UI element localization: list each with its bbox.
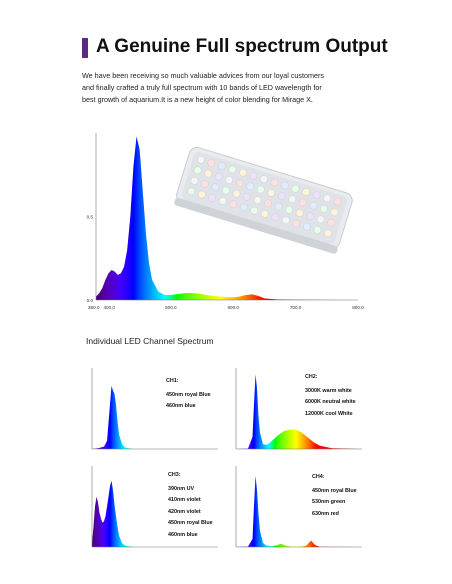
channel-led-label: 12000K cool White (305, 410, 353, 417)
intro-paragraph: We have been receiving so much valuable … (82, 70, 382, 106)
full-spectrum-chart: 380.0 400.0 500.0 600.0 700.0 800.0 0.0 0.5 (87, 133, 364, 310)
title-accent-bar (82, 38, 88, 58)
channel-led-label: 6000K neutral white (305, 399, 356, 405)
channel-name: CH4: (312, 474, 325, 480)
spectrum-area (96, 136, 358, 300)
spectrum-area (236, 374, 362, 449)
channel-1-chart (91, 368, 218, 450)
channel-led-label: 460nm blue (168, 531, 198, 538)
y-tick-label: 0.0 (87, 298, 94, 303)
channel-led-label: 460nm blue (166, 403, 196, 409)
intro-line: We have been receiving so much valuable … (82, 71, 324, 80)
page-title: A Genuine Full spectrum Output (96, 36, 388, 57)
x-tick-label: 600.0 (227, 305, 239, 310)
channel-led-label: 410nm violet (168, 497, 201, 503)
channel-name: CH1: (166, 378, 179, 384)
x-tick-label: 500.0 (165, 305, 177, 310)
channel-name: CH2: (305, 374, 318, 380)
channel-4-chart (235, 466, 362, 548)
channel-2-chart (235, 368, 362, 450)
y-tick-label: 0.5 (87, 215, 94, 220)
channel-led-label: 450nm royal Blue (312, 487, 357, 494)
channel-led-label: 3000K warm white (305, 387, 352, 394)
x-tick-label: 380.0 (88, 305, 100, 310)
channel-led-label: 450nm royal Blue (166, 391, 211, 398)
x-tick-label: 800.0 (352, 305, 364, 310)
x-tick-label: 400.0 (103, 305, 115, 310)
channel-led-label: 420nm violet (168, 508, 201, 515)
intro-line: and finally crafted a truly full spectru… (82, 83, 322, 92)
intro-line: best growth of aquarium.It is a new heig… (82, 95, 313, 104)
channel-led-label: 390nm UV (168, 485, 195, 492)
led-fixture-illustration (174, 146, 353, 254)
channel-1-labels: CH1: 450nm royal Blue 460nm blue (166, 376, 211, 413)
channel-3-labels: CH3: 390nm UV 410nm violet 420nm violet 450n… (168, 470, 213, 541)
channel-3-chart (91, 466, 218, 548)
channel-4-labels: CH4: 450nm royal Blue 530nm green 630nm red (312, 472, 357, 520)
channel-led-label: 530nm green (312, 499, 346, 505)
channel-led-label: 450nm royal Blue (168, 520, 213, 526)
channel-2-labels: CH2: 3000K warm white 6000K neutral white 1… (305, 372, 356, 420)
spectrum-area (92, 480, 218, 547)
section-title: Individual LED Channel Spectrum (86, 336, 214, 346)
channel-name: CH3: (168, 472, 181, 478)
x-tick-label: 700.0 (290, 305, 302, 310)
channel-led-label: 630nm red (312, 510, 339, 517)
